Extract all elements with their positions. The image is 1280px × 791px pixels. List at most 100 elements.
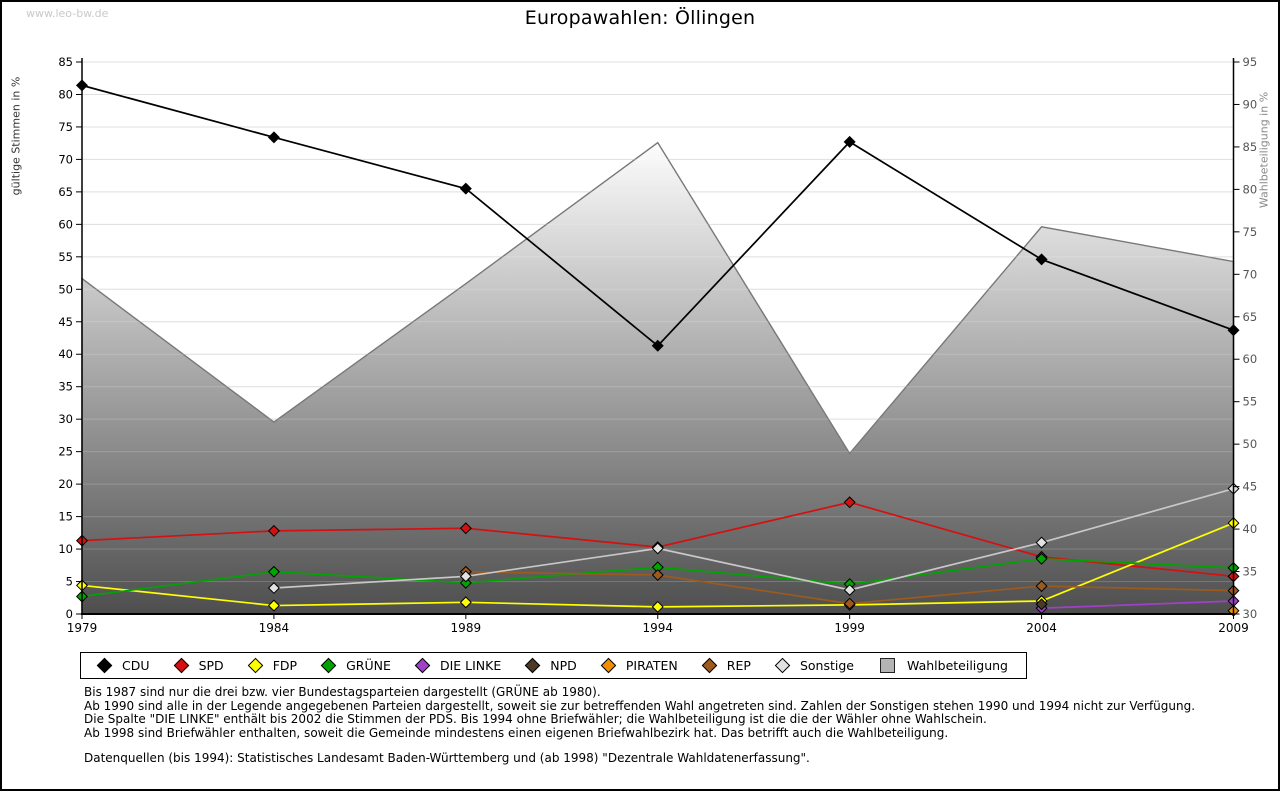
- legend-label: GRÜNE: [346, 658, 391, 673]
- right-tick-label: 40: [1243, 522, 1258, 536]
- data-point: [459, 576, 472, 589]
- legend-item-sonstige: Sonstige: [774, 657, 854, 674]
- axes: 0 5 10 15 20 25 30 35 40 45 50 55 60 65 70 75 80 85 30 35 40…: [58, 55, 1257, 635]
- right-tick-label: 95: [1243, 55, 1258, 69]
- election-chart: 0 5 10 15 20 25 30 35 40 45 50 55 60 65 70 75 80 85 30 35 40…: [58, 55, 1257, 635]
- data-point: [1035, 580, 1048, 593]
- data-point: [1035, 552, 1048, 565]
- legend-diamond-marker: [525, 657, 541, 674]
- data-point: [1035, 536, 1048, 549]
- legend-item-die-linke: DIE LINKE: [414, 657, 502, 674]
- data-point: [1035, 598, 1048, 611]
- legend-diamond-marker: [414, 657, 431, 674]
- legend-item-piraten: PIRATEN: [600, 657, 678, 674]
- legend-item-grüne: GRÜNE: [320, 657, 391, 674]
- right-tick-label: 85: [1243, 140, 1258, 154]
- left-tick-label: 5: [66, 575, 73, 589]
- data-point: [267, 582, 280, 595]
- legend-label: PIRATEN: [625, 658, 678, 673]
- year-tick-label: 2009: [1218, 621, 1249, 635]
- year-tick-label: 1994: [642, 621, 673, 635]
- left-tick-label: 35: [58, 380, 73, 394]
- left-tick-label: 10: [58, 542, 73, 556]
- legend-item-fdp: FDP: [247, 657, 298, 674]
- right-tick-label: 30: [1243, 607, 1258, 621]
- legend-label: NPD: [550, 658, 577, 673]
- left-axis-title: gültige Stimmen in %: [9, 76, 23, 196]
- series-cdu: [75, 79, 1240, 352]
- legend-diamond-marker: [774, 657, 791, 674]
- legend-diamond-marker: [96, 657, 113, 674]
- data-point: [651, 542, 664, 555]
- footnote-line: Ab 1990 sind alle in der Legende angegeb…: [84, 698, 1196, 713]
- year-tick-label: 1999: [834, 621, 865, 635]
- left-tick-label: 45: [58, 315, 73, 329]
- data-point: [843, 496, 856, 509]
- watermark: www.leo-bw.de: [26, 7, 109, 20]
- legend-item-npd: NPD: [525, 657, 577, 674]
- left-tick-label: 75: [58, 120, 73, 134]
- data-point: [651, 569, 664, 582]
- legend-item-cdu: CDU: [96, 657, 150, 674]
- legend-label: Wahlbeteiligung: [907, 658, 1008, 673]
- right-tick-label: 35: [1243, 565, 1258, 579]
- legend-diamond-marker: [600, 657, 617, 674]
- left-tick-label: 0: [66, 607, 73, 621]
- right-tick-label: 90: [1243, 97, 1258, 111]
- data-point: [267, 599, 280, 612]
- left-tick-label: 25: [58, 445, 73, 459]
- year-tick-label: 2004: [1026, 621, 1057, 635]
- series-npd: [1035, 598, 1048, 611]
- legend-label: DIE LINKE: [439, 658, 502, 673]
- data-point: [459, 182, 472, 195]
- right-tick-label: 45: [1243, 480, 1258, 494]
- legend-item-spd: SPD: [173, 657, 224, 674]
- data-point: [267, 131, 280, 144]
- legend-square-marker: [880, 658, 896, 673]
- year-tick-label: 1979: [67, 621, 98, 635]
- left-tick-label: 60: [58, 217, 73, 231]
- page-title: Europawahlen: Öllingen: [524, 7, 756, 29]
- legend-label: SPD: [198, 658, 224, 673]
- legend-item-wahlbeteiligung: Wahlbeteiligung: [880, 658, 1008, 673]
- left-tick-label: 15: [58, 510, 73, 524]
- footnote-line: Bis 1987 sind nur die drei bzw. vier Bun…: [84, 685, 601, 699]
- left-tick-label: 30: [58, 412, 73, 426]
- footnotes: Bis 1987 sind nur die drei bzw. vier Bun…: [84, 685, 1196, 740]
- right-tick-label: 70: [1243, 267, 1258, 281]
- legend: CDU SPD FDP GRÜNE DIE LINKE NPD PIRATEN REP Sons…: [80, 652, 1027, 679]
- right-tick-label: 50: [1243, 437, 1258, 451]
- right-tick-label: 80: [1243, 182, 1258, 196]
- data-point: [459, 522, 472, 535]
- right-tick-label: 60: [1243, 352, 1258, 366]
- left-tick-label: 85: [58, 55, 73, 69]
- left-tick-label: 80: [58, 87, 73, 101]
- year-tick-label: 1989: [451, 621, 482, 635]
- legend-item-rep: REP: [701, 657, 751, 674]
- right-tick-label: 55: [1243, 395, 1258, 409]
- right-tick-label: 65: [1243, 310, 1258, 324]
- legend-diamond-marker: [173, 657, 189, 674]
- left-tick-label: 40: [58, 347, 73, 361]
- left-tick-label: 70: [58, 152, 73, 166]
- data-point: [651, 339, 664, 352]
- legend-label: FDP: [272, 658, 298, 673]
- data-point: [651, 600, 664, 613]
- legend-diamond-marker: [247, 657, 263, 674]
- left-tick-label: 20: [58, 477, 73, 491]
- data-point: [843, 597, 856, 610]
- legend-label: REP: [726, 658, 751, 673]
- data-point: [1035, 253, 1048, 266]
- left-tick-label: 55: [58, 250, 73, 264]
- data-point: [267, 524, 280, 537]
- right-axis-title: Wahlbeteiligung in %: [1257, 91, 1271, 209]
- left-tick-label: 50: [58, 282, 73, 296]
- data-point: [267, 565, 280, 578]
- legend-label: Sonstige: [799, 658, 854, 673]
- data-source-note: Datenquellen (bis 1994): Statistisches L…: [84, 751, 810, 765]
- data-point: [459, 596, 472, 609]
- footnote-line: Die Spalte "DIE LINKE" enthält bis 2002 …: [84, 712, 987, 726]
- legend-label: CDU: [122, 658, 150, 673]
- legend-diamond-marker: [701, 657, 718, 674]
